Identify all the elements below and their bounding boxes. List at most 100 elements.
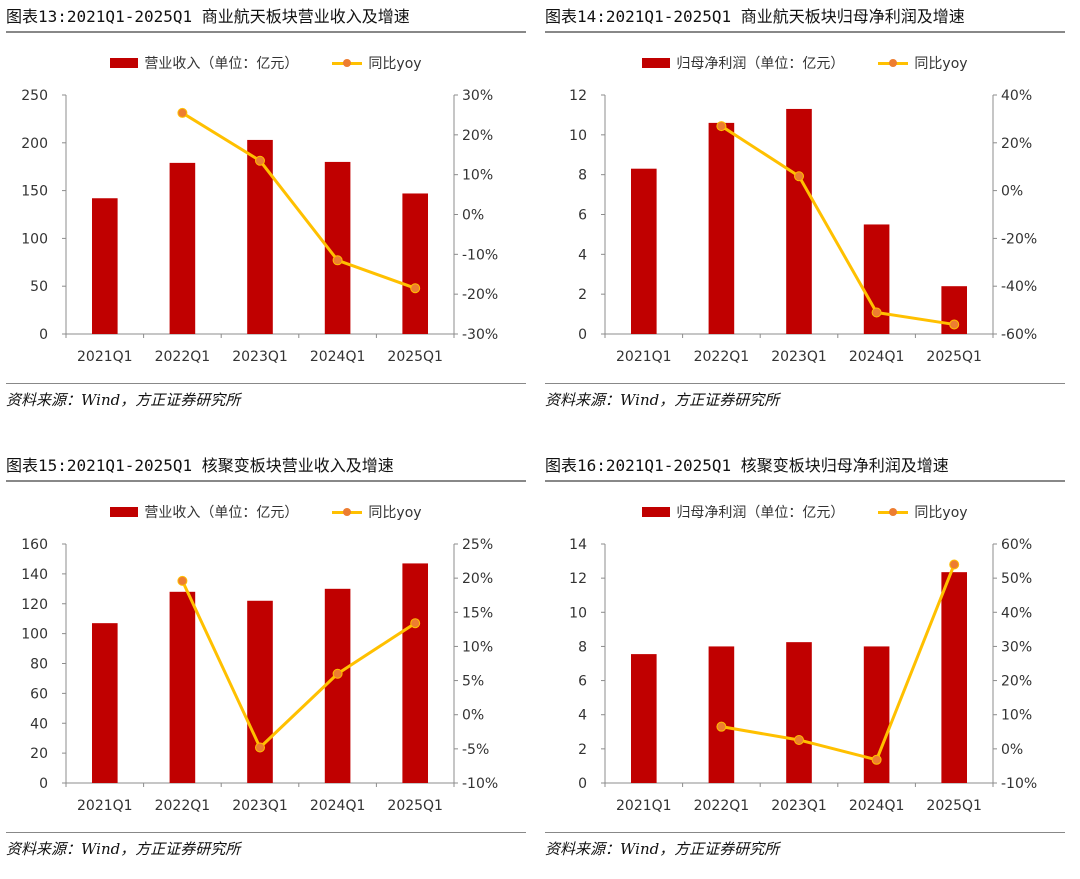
legend-item-line: 同比yoy bbox=[878, 53, 968, 73]
source-divider bbox=[545, 383, 1065, 384]
title-divider bbox=[6, 31, 526, 33]
right-axis-tick-label: -60% bbox=[1001, 327, 1037, 343]
source-note: 资料来源：Wind，方正证券研究所 bbox=[6, 391, 241, 409]
right-axis-tick-label: 50% bbox=[1001, 571, 1032, 587]
yoy-point bbox=[794, 734, 804, 745]
legend-item-bars: 营业收入（单位：亿元） bbox=[110, 502, 298, 522]
chart-panel-2: 图表14:2021Q1-2025Q1 商业航天板块归母净利润及增速 归母净利润（… bbox=[545, 0, 1065, 430]
legend-label-line: 同比yoy bbox=[368, 505, 422, 521]
legend-bar-swatch bbox=[110, 58, 139, 68]
left-axis-tick-label: 80 bbox=[30, 657, 48, 673]
source-divider bbox=[6, 383, 526, 384]
chart-legend: 归母净利润（单位：亿元） 同比yoy bbox=[545, 52, 1065, 74]
right-axis-tick-label: 30% bbox=[1001, 639, 1032, 655]
yoy-line bbox=[181, 580, 417, 749]
left-axis-tick-label: 60 bbox=[30, 686, 48, 702]
right-axis-tick-label: 40% bbox=[1001, 605, 1032, 621]
bar bbox=[941, 572, 968, 783]
legend-item-line: 同比yoy bbox=[878, 502, 968, 522]
chart-plot: 0 2 4 6 8 10 12 -60% -40% -20% 0% 20% 40% 2021Q1 2022Q… bbox=[569, 88, 1037, 365]
bar bbox=[402, 563, 429, 783]
chart-title: 图表13:2021Q1-2025Q1 商业航天板块营业收入及增速 bbox=[6, 7, 410, 26]
title-divider bbox=[545, 31, 1065, 33]
x-axis-tick-label: 2021Q1 bbox=[616, 349, 672, 365]
bar bbox=[247, 139, 273, 334]
legend-label-bars: 营业收入（单位：亿元） bbox=[144, 56, 299, 72]
right-axis-tick-label: 20% bbox=[1001, 136, 1032, 152]
source-note: 资料来源：Wind，方正证券研究所 bbox=[6, 840, 241, 858]
left-axis-tick-label: 4 bbox=[578, 708, 587, 724]
left-axis-tick-label: 6 bbox=[578, 208, 587, 224]
right-axis-tick-label: 0% bbox=[1001, 184, 1023, 200]
left-axis-tick-label: 150 bbox=[21, 184, 48, 200]
legend-line-swatch bbox=[878, 58, 909, 68]
x-axis-tick-label: 2023Q1 bbox=[232, 798, 288, 814]
bar bbox=[169, 162, 196, 334]
chart-title: 图表14:2021Q1-2025Q1 商业航天板块归母净利润及增速 bbox=[545, 7, 965, 26]
left-axis-tick-label: 200 bbox=[21, 136, 48, 152]
legend-label-bars: 归母净利润（单位：亿元） bbox=[676, 505, 845, 521]
left-axis-tick-label: 250 bbox=[21, 88, 48, 104]
yoy-point bbox=[716, 721, 727, 732]
legend-item-bars: 营业收入（单位：亿元） bbox=[110, 53, 298, 73]
right-axis-tick-label: 0% bbox=[462, 208, 484, 224]
x-axis-tick-label: 2021Q1 bbox=[77, 798, 133, 814]
legend-item-bars: 归母净利润（单位：亿元） bbox=[642, 53, 844, 73]
left-axis-tick-label: 14 bbox=[569, 537, 587, 553]
right-axis-tick-label: 60% bbox=[1001, 537, 1032, 553]
yoy-point bbox=[255, 742, 265, 753]
yoy-line bbox=[181, 111, 416, 290]
bar bbox=[169, 591, 196, 783]
legend-bar-swatch bbox=[642, 507, 671, 517]
legend-label-line: 同比yoy bbox=[368, 56, 422, 72]
yoy-point bbox=[871, 754, 882, 765]
right-axis-tick-label: 30% bbox=[462, 88, 493, 104]
legend-bar-swatch bbox=[642, 58, 671, 68]
x-axis-tick-label: 2021Q1 bbox=[77, 349, 133, 365]
yoy-point bbox=[794, 171, 804, 182]
chart-panel-1: 图表13:2021Q1-2025Q1 商业航天板块营业收入及增速 营业收入（单位… bbox=[6, 0, 526, 430]
x-axis-tick-label: 2023Q1 bbox=[771, 798, 827, 814]
chart-panel-3: 图表15:2021Q1-2025Q1 核聚变板块营业收入及增速 营业收入（单位：… bbox=[6, 449, 526, 879]
yoy-point bbox=[410, 618, 421, 629]
bar bbox=[324, 588, 351, 783]
left-axis-tick-label: 6 bbox=[578, 674, 587, 690]
left-axis-tick-label: 8 bbox=[578, 639, 587, 655]
left-axis-tick-label: 0 bbox=[39, 776, 48, 792]
bar bbox=[91, 623, 118, 783]
source-note: 资料来源：Wind，方正证券研究所 bbox=[545, 840, 780, 858]
legend-item-bars: 归母净利润（单位：亿元） bbox=[642, 502, 844, 522]
chart-title: 图表15:2021Q1-2025Q1 核聚变板块营业收入及增速 bbox=[6, 456, 394, 475]
left-axis-tick-label: 12 bbox=[569, 88, 587, 104]
x-axis-tick-label: 2022Q1 bbox=[694, 349, 750, 365]
chart-plot: 0 2 4 6 8 10 12 14 -10% 0% 10% 20% 30% 40% 50% 60% 2021Q… bbox=[569, 537, 1037, 814]
left-axis-tick-label: 2 bbox=[578, 287, 587, 303]
right-axis-tick-label: -5% bbox=[462, 742, 489, 758]
left-axis-tick-label: 120 bbox=[21, 597, 48, 613]
x-axis-tick-label: 2024Q1 bbox=[849, 798, 905, 814]
left-axis-tick-label: 2 bbox=[578, 742, 587, 758]
right-axis-tick-label: -30% bbox=[462, 327, 498, 343]
x-axis-tick-label: 2025Q1 bbox=[926, 349, 982, 365]
yoy-point bbox=[332, 668, 343, 679]
right-axis-tick-label: 0% bbox=[1001, 742, 1023, 758]
legend-label-bars: 归母净利润（单位：亿元） bbox=[676, 56, 845, 72]
right-axis-tick-label: 10% bbox=[462, 639, 493, 655]
title-divider bbox=[545, 480, 1065, 482]
yoy-point bbox=[410, 283, 421, 294]
chart-legend: 营业收入（单位：亿元） 同比yoy bbox=[6, 52, 526, 74]
source-divider bbox=[545, 832, 1065, 833]
title-divider bbox=[6, 480, 526, 482]
right-axis-tick-label: -10% bbox=[462, 247, 498, 263]
yoy-line bbox=[720, 124, 955, 326]
x-axis-tick-label: 2024Q1 bbox=[310, 798, 366, 814]
x-axis-tick-label: 2024Q1 bbox=[849, 349, 905, 365]
right-axis-tick-label: 40% bbox=[1001, 88, 1032, 104]
right-axis-tick-label: 20% bbox=[1001, 674, 1032, 690]
right-axis-tick-label: -10% bbox=[1001, 776, 1037, 792]
left-axis-tick-label: 0 bbox=[578, 327, 587, 343]
right-axis-tick-label: 0% bbox=[462, 708, 484, 724]
left-axis-tick-label: 20 bbox=[30, 746, 48, 762]
left-axis-tick-label: 8 bbox=[578, 168, 587, 184]
left-axis-tick-label: 160 bbox=[21, 537, 48, 553]
